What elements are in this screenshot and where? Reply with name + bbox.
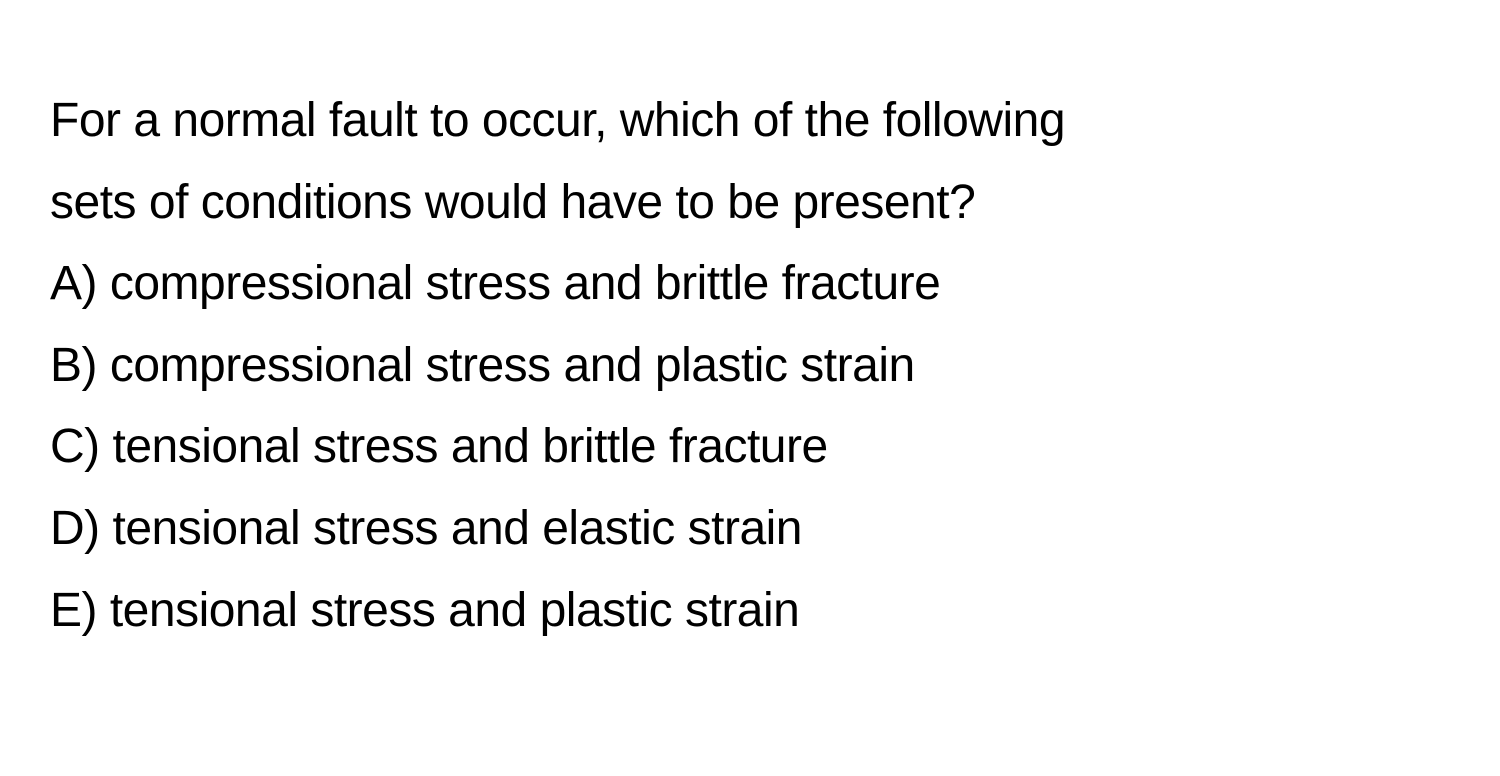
question-text-line-2: sets of conditions would have to be pres… (50, 162, 1450, 244)
option-e: E) tensional stress and plastic strain (50, 570, 1450, 652)
option-b: B) compressional stress and plastic stra… (50, 325, 1450, 407)
option-a: A) compressional stress and brittle frac… (50, 243, 1450, 325)
option-d: D) tensional stress and elastic strain (50, 488, 1450, 570)
question-text-line-1: For a normal fault to occur, which of th… (50, 80, 1450, 162)
question-container: For a normal fault to occur, which of th… (50, 80, 1450, 651)
option-c: C) tensional stress and brittle fracture (50, 406, 1450, 488)
